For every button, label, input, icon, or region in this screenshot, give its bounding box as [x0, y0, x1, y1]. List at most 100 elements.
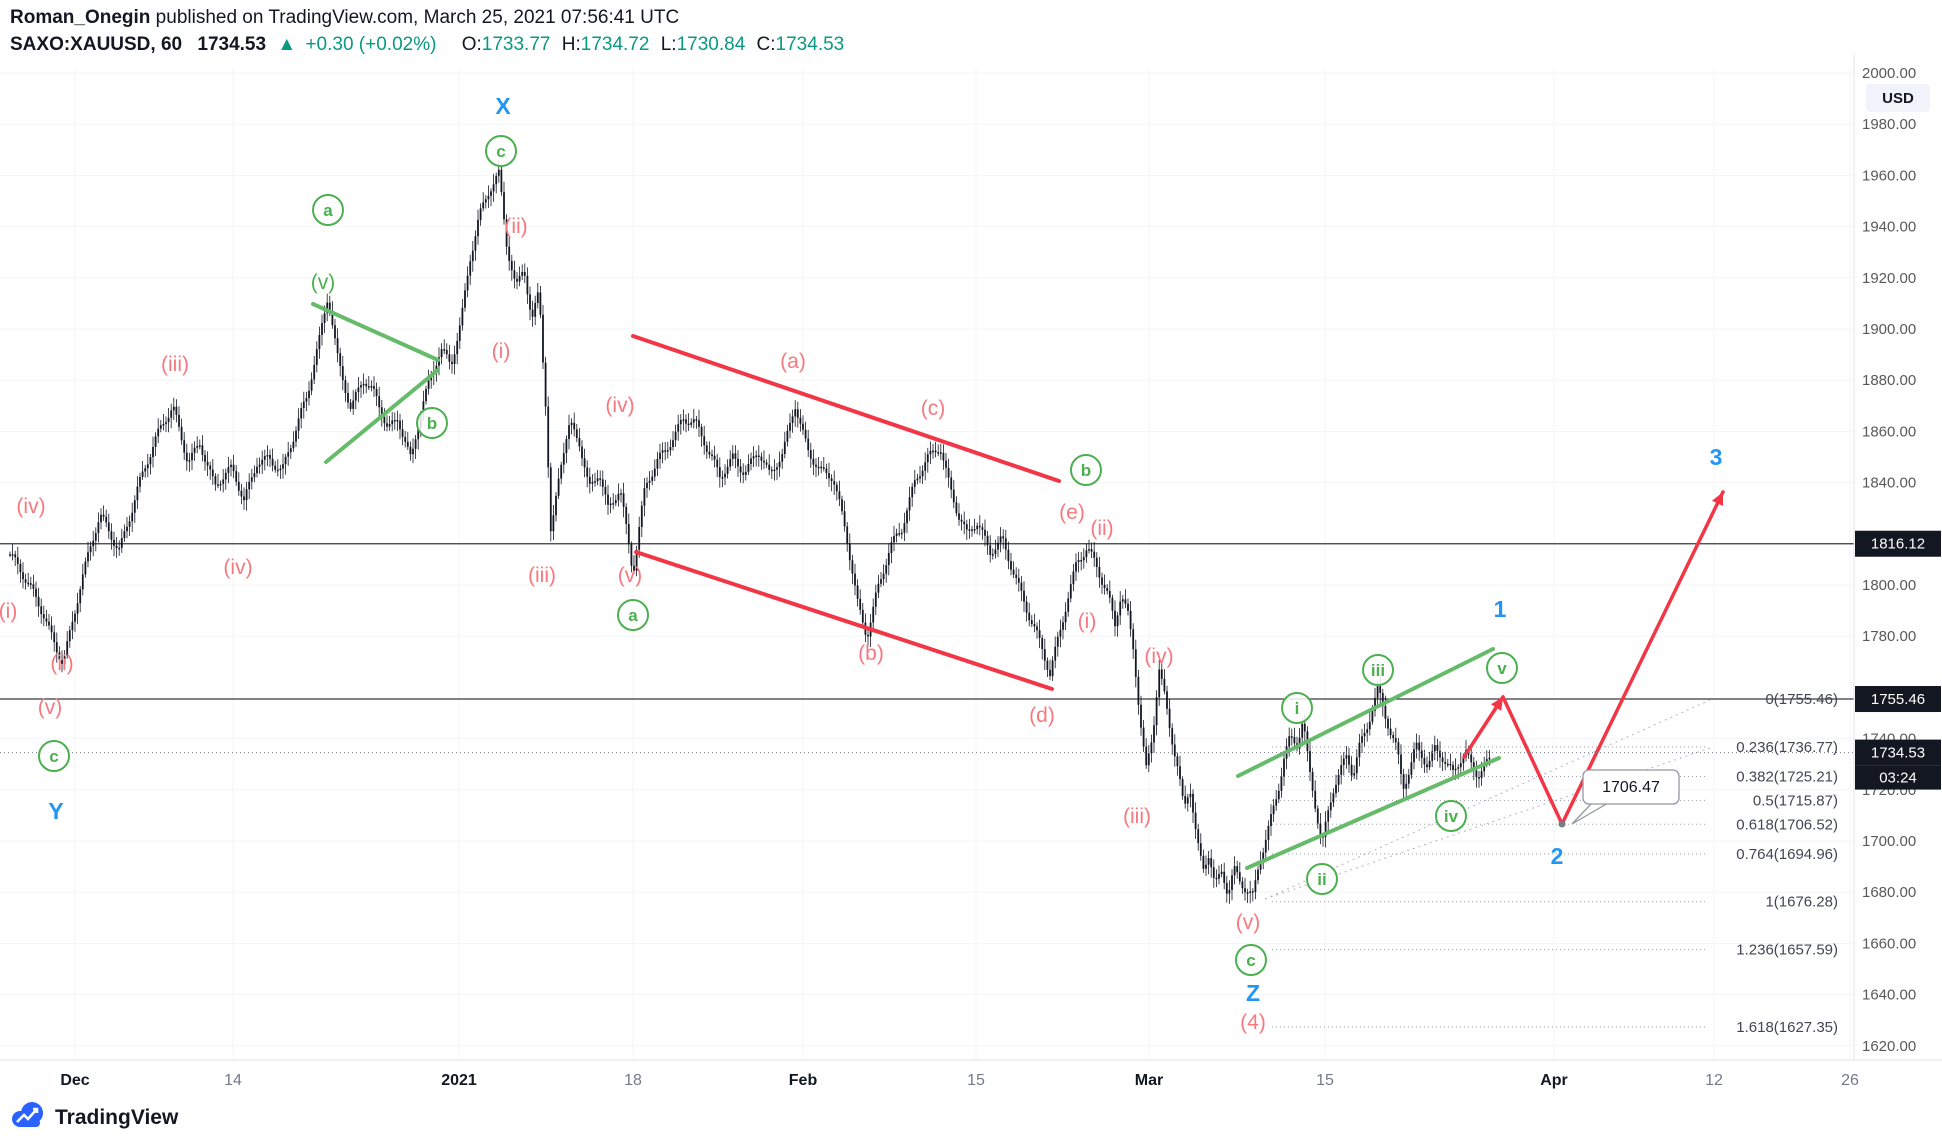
price-tick-label: 1620.00 — [1862, 1038, 1916, 1055]
wave-circle-label[interactable] — [1362, 654, 1394, 686]
time-tick-label: Mar — [1135, 1072, 1163, 1089]
wave-circle-label[interactable] — [1435, 800, 1467, 832]
price-tick-label: 1940.00 — [1862, 219, 1916, 236]
wave-circle-text: a — [323, 201, 333, 220]
trendline-green[interactable] — [324, 368, 440, 464]
time-tick-label: 26 — [1841, 1072, 1859, 1089]
open-value: 1733.77 — [481, 34, 551, 55]
tradingview-logo-icon[interactable] — [10, 1100, 46, 1135]
wave-label-pink[interactable]: (ii) — [50, 652, 73, 675]
projection-anchor-dot — [1558, 820, 1566, 828]
wave-label-pink[interactable]: (iv) — [605, 394, 634, 417]
trendline-green[interactable] — [1236, 647, 1495, 778]
wave-label-pink[interactable]: (iv) — [16, 495, 45, 518]
symbol-title[interactable]: SAXO:XAUUSD, 60 — [10, 34, 183, 55]
high-value: 1734.72 — [580, 34, 650, 55]
wave-label-pink[interactable]: (iv) — [223, 556, 252, 579]
low-value: 1730.84 — [676, 34, 746, 55]
time-tick-label: 12 — [1705, 1072, 1723, 1089]
fib-level-label: 1.236(1657.59) — [1736, 942, 1838, 959]
trendline-red[interactable] — [634, 550, 1054, 691]
wave-label-blue[interactable]: 2 — [1551, 843, 1564, 869]
wave-label-pink[interactable]: (v) — [1236, 911, 1261, 934]
wave-label-pink[interactable]: (i) — [492, 340, 511, 363]
wave-circle-label[interactable] — [1306, 863, 1338, 895]
wave-circle-label[interactable] — [1070, 454, 1102, 486]
low-label: L: — [660, 34, 677, 55]
level-price-label-text: 1755.46 — [1871, 691, 1925, 708]
wave-label-pink[interactable]: (iv) — [1144, 645, 1173, 668]
price-axis[interactable] — [1854, 55, 1942, 1060]
fib-level-label: 1(1676.28) — [1765, 894, 1838, 911]
wave-label-pink[interactable]: (iii) — [1123, 805, 1151, 828]
close-value: 1734.53 — [775, 34, 845, 55]
wave-circle-text: a — [628, 606, 638, 625]
countdown-text: 03:24 — [1879, 770, 1917, 787]
wave-label-pink[interactable]: (b) — [858, 642, 884, 665]
fib-level-label: 0(1755.46) — [1765, 691, 1838, 708]
level-price-label-text: 1816.12 — [1871, 536, 1925, 553]
wave-label-pink[interactable]: (iii) — [161, 353, 189, 376]
fib-level-label: 1.618(1627.35) — [1736, 1019, 1838, 1036]
wave-label-pink[interactable]: (ii) — [504, 215, 527, 238]
price-tick-label: 2000.00 — [1862, 65, 1916, 82]
wave-circle-label[interactable] — [617, 599, 649, 631]
wave-circle-label[interactable] — [1235, 944, 1267, 976]
price-tick-label: 1680.00 — [1862, 884, 1916, 901]
wave-label-pink[interactable]: (i) — [1078, 610, 1097, 633]
wave-label-pink[interactable]: (i) — [0, 600, 17, 623]
currency-toggle-button[interactable] — [1866, 84, 1930, 112]
high-label: H: — [561, 34, 581, 55]
fib-level-label: 0.618(1706.52) — [1736, 816, 1838, 833]
wave-label-pink[interactable]: (e) — [1059, 501, 1085, 524]
brand-name[interactable]: TradingView — [55, 1105, 179, 1129]
wave-circle-text: c — [49, 747, 58, 766]
projection-line[interactable] — [1560, 490, 1725, 826]
wave-label-blue[interactable]: X — [495, 93, 511, 119]
fib-level-label: 0.5(1715.87) — [1753, 792, 1838, 809]
projection-line[interactable] — [1501, 695, 1564, 826]
price-tick-label: 1700.00 — [1862, 833, 1916, 850]
price-tick-label: 1660.00 — [1862, 935, 1916, 952]
fib-level-label: 0.382(1725.21) — [1736, 768, 1838, 785]
wave-label-pink[interactable]: (4) — [1240, 1011, 1266, 1034]
symbol-line: SAXO:XAUUSD, 60 1734.53 ▲ +0.30 (+0.02%)… — [10, 34, 1942, 56]
footer: TradingView — [10, 1100, 178, 1135]
wave-label-pink[interactable]: (v) — [38, 696, 63, 719]
wave-label-green[interactable]: (v) — [311, 271, 336, 294]
fib-level-label: 0.764(1694.96) — [1736, 846, 1838, 863]
wave-circle-text: c — [1246, 951, 1255, 970]
wave-circle-label[interactable] — [312, 194, 344, 226]
wave-label-pink[interactable]: (iii) — [528, 564, 556, 587]
price-tick-label: 1900.00 — [1862, 321, 1916, 338]
author-link[interactable]: Roman_Onegin — [10, 7, 151, 28]
wave-circle-label[interactable] — [38, 740, 70, 772]
fib-level-label: 0.236(1736.77) — [1736, 739, 1838, 756]
price-tick-label: 1860.00 — [1862, 423, 1916, 440]
wave-label-pink[interactable]: (v) — [618, 564, 643, 587]
wave-label-blue[interactable]: Y — [48, 798, 63, 824]
wave-circle-label[interactable] — [1281, 692, 1313, 724]
wave-circle-label[interactable] — [416, 407, 448, 439]
candle-wicks — [9, 159, 1490, 904]
wave-circle-label[interactable] — [1486, 652, 1518, 684]
wave-circle-text: v — [1497, 659, 1507, 678]
price-tick-label: 1960.00 — [1862, 167, 1916, 184]
wave-label-pink[interactable]: (d) — [1029, 704, 1055, 727]
wave-label-pink[interactable]: (c) — [921, 397, 946, 420]
wave-label-pink[interactable]: (a) — [780, 350, 806, 373]
open-label: O: — [461, 34, 482, 55]
trendline-green[interactable] — [311, 302, 440, 362]
wave-circle-label[interactable] — [485, 135, 517, 167]
wave-label-blue[interactable]: 3 — [1710, 444, 1723, 470]
last-price: 1734.53 — [197, 34, 267, 55]
wave-label-blue[interactable]: 1 — [1494, 596, 1507, 622]
wave-label-pink[interactable]: (ii) — [1090, 517, 1113, 540]
wave-label-blue[interactable]: Z — [1246, 980, 1260, 1006]
trendline-green[interactable] — [1245, 756, 1501, 870]
price-tick-label: 1780.00 — [1862, 628, 1916, 645]
time-tick-label: 15 — [1316, 1072, 1334, 1089]
level-price-label — [1855, 686, 1941, 713]
trendline-red[interactable] — [631, 334, 1061, 483]
